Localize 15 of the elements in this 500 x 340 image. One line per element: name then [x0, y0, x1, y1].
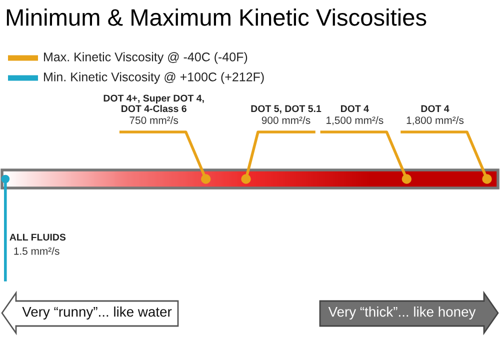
category-label: DOT 4	[421, 105, 450, 112]
text: Very “thick”... like honey	[328, 306, 476, 320]
legend-label: Min. Kinetic Viscosity @ +100C (+212F)	[44, 72, 264, 84]
data-label: 1,800 mm²/s	[406, 116, 464, 126]
text: Very “runny”... like water	[22, 306, 172, 320]
legend-label: Max. Kinetic Viscosity @ -40C (-40F)	[44, 52, 248, 64]
data-label: 1,500 mm²/s	[326, 116, 384, 126]
data-label: 1.5 mm²/s	[14, 247, 60, 255]
category-label: ALL FLUIDS	[10, 234, 66, 241]
category-label: DOT 4+, Super DOT 4, DOT 4-Class 6	[104, 94, 204, 112]
data-label: 750 mm²/s	[130, 116, 178, 124]
text: Minimum & Maximum Kinetic Viscosities	[6, 8, 426, 26]
category-label: DOT 4	[341, 105, 369, 112]
category-label: DOT 5, DOT 5.1	[251, 105, 322, 114]
data-label: 900 mm²/s	[262, 116, 310, 124]
